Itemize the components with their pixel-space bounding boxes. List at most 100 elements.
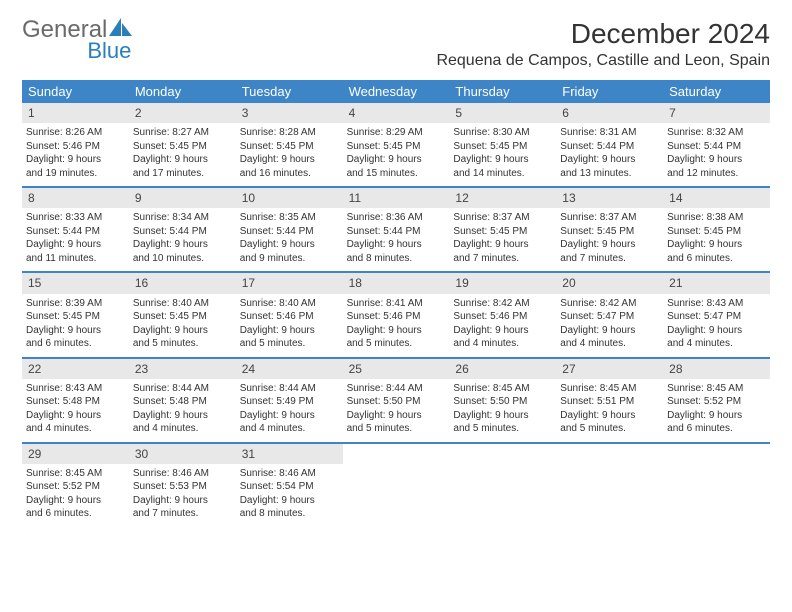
day-number: 17 xyxy=(236,273,343,293)
sunrise-line: Sunrise: 8:45 AM xyxy=(560,382,659,396)
daylight-line-1: Daylight: 9 hours xyxy=(560,409,659,423)
day-cell: 1Sunrise: 8:26 AMSunset: 5:46 PMDaylight… xyxy=(22,103,129,186)
sunrise-line: Sunrise: 8:41 AM xyxy=(347,297,446,311)
daylight-line-1: Daylight: 9 hours xyxy=(240,324,339,338)
week-row: 8Sunrise: 8:33 AMSunset: 5:44 PMDaylight… xyxy=(22,186,770,271)
week-row: 22Sunrise: 8:43 AMSunset: 5:48 PMDayligh… xyxy=(22,357,770,442)
sunset-line: Sunset: 5:50 PM xyxy=(453,395,552,409)
sunrise-line: Sunrise: 8:32 AM xyxy=(667,126,766,140)
day-cell: 26Sunrise: 8:45 AMSunset: 5:50 PMDayligh… xyxy=(449,359,556,442)
sunrise-line: Sunrise: 8:39 AM xyxy=(26,297,125,311)
sunset-line: Sunset: 5:45 PM xyxy=(667,225,766,239)
daylight-line-1: Daylight: 9 hours xyxy=(560,238,659,252)
day-cell: 13Sunrise: 8:37 AMSunset: 5:45 PMDayligh… xyxy=(556,188,663,271)
daylight-line-1: Daylight: 9 hours xyxy=(667,324,766,338)
sunrise-line: Sunrise: 8:27 AM xyxy=(133,126,232,140)
daylight-line-1: Daylight: 9 hours xyxy=(347,153,446,167)
sunrise-line: Sunrise: 8:42 AM xyxy=(453,297,552,311)
sunrise-line: Sunrise: 8:30 AM xyxy=(453,126,552,140)
sunrise-line: Sunrise: 8:31 AM xyxy=(560,126,659,140)
sunset-line: Sunset: 5:46 PM xyxy=(26,140,125,154)
sunset-line: Sunset: 5:53 PM xyxy=(133,480,232,494)
daylight-line-1: Daylight: 9 hours xyxy=(133,324,232,338)
sunset-line: Sunset: 5:52 PM xyxy=(667,395,766,409)
sunrise-line: Sunrise: 8:42 AM xyxy=(560,297,659,311)
day-number: 11 xyxy=(343,188,450,208)
empty-day xyxy=(449,444,556,464)
sunset-line: Sunset: 5:45 PM xyxy=(26,310,125,324)
day-cell: 11 Sunrise: 8:36 AMSunset: 5:44 PMDayligh… xyxy=(343,188,450,271)
daylight-line-1: Daylight: 9 hours xyxy=(347,409,446,423)
sunrise-line: Sunrise: 8:44 AM xyxy=(240,382,339,396)
day-number: 15 xyxy=(22,273,129,293)
sunrise-line: Sunrise: 8:43 AM xyxy=(26,382,125,396)
sunset-line: Sunset: 5:44 PM xyxy=(560,140,659,154)
sunset-line: Sunset: 5:45 PM xyxy=(453,225,552,239)
day-header: Friday xyxy=(556,80,663,103)
daylight-line-2: and 6 minutes. xyxy=(667,422,766,436)
day-headers: SundayMondayTuesdayWednesdayThursdayFrid… xyxy=(22,80,770,103)
sunrise-line: Sunrise: 8:45 AM xyxy=(26,467,125,481)
daylight-line-2: and 4 minutes. xyxy=(453,337,552,351)
day-number: 10 xyxy=(236,188,343,208)
daylight-line-2: and 5 minutes. xyxy=(347,422,446,436)
daylight-line-1: Daylight: 9 hours xyxy=(453,153,552,167)
sunrise-line: Sunrise: 8:45 AM xyxy=(667,382,766,396)
daylight-line-2: and 4 minutes. xyxy=(133,422,232,436)
daylight-line-1: Daylight: 9 hours xyxy=(133,494,232,508)
daylight-line-2: and 7 minutes. xyxy=(453,252,552,266)
weeks-container: 1Sunrise: 8:26 AMSunset: 5:46 PMDaylight… xyxy=(22,103,770,527)
sunset-line: Sunset: 5:45 PM xyxy=(133,310,232,324)
sunset-line: Sunset: 5:44 PM xyxy=(26,225,125,239)
day-number: 27 xyxy=(556,359,663,379)
daylight-line-2: and 9 minutes. xyxy=(240,252,339,266)
daylight-line-2: and 17 minutes. xyxy=(133,167,232,181)
sunset-line: Sunset: 5:44 PM xyxy=(347,225,446,239)
day-cell: 2Sunrise: 8:27 AMSunset: 5:45 PMDaylight… xyxy=(129,103,236,186)
sunset-line: Sunset: 5:47 PM xyxy=(667,310,766,324)
daylight-line-1: Daylight: 9 hours xyxy=(667,409,766,423)
day-number: 24 xyxy=(236,359,343,379)
sunset-line: Sunset: 5:45 PM xyxy=(133,140,232,154)
day-cell xyxy=(663,444,770,527)
day-cell: 4Sunrise: 8:29 AMSunset: 5:45 PMDaylight… xyxy=(343,103,450,186)
sunset-line: Sunset: 5:45 PM xyxy=(453,140,552,154)
sunrise-line: Sunrise: 8:36 AM xyxy=(347,211,446,225)
day-number: 29 xyxy=(22,444,129,464)
sunrise-line: Sunrise: 8:29 AM xyxy=(347,126,446,140)
sunset-line: Sunset: 5:48 PM xyxy=(133,395,232,409)
daylight-line-2: and 6 minutes. xyxy=(26,507,125,521)
daylight-line-2: and 5 minutes. xyxy=(453,422,552,436)
day-cell: 7Sunrise: 8:32 AMSunset: 5:44 PMDaylight… xyxy=(663,103,770,186)
sunrise-line: Sunrise: 8:37 AM xyxy=(453,211,552,225)
logo-text-blue: Blue xyxy=(22,40,133,62)
day-number: 23 xyxy=(129,359,236,379)
logo: GeneralBlue xyxy=(22,18,133,62)
sunset-line: Sunset: 5:45 PM xyxy=(347,140,446,154)
day-cell: 9Sunrise: 8:34 AMSunset: 5:44 PMDaylight… xyxy=(129,188,236,271)
daylight-line-1: Daylight: 9 hours xyxy=(667,238,766,252)
day-header: Tuesday xyxy=(236,80,343,103)
sunset-line: Sunset: 5:44 PM xyxy=(133,225,232,239)
sunrise-line: Sunrise: 8:44 AM xyxy=(133,382,232,396)
daylight-line-2: and 11 minutes. xyxy=(26,252,125,266)
week-row: 29Sunrise: 8:45 AMSunset: 5:52 PMDayligh… xyxy=(22,442,770,527)
day-cell: 14Sunrise: 8:38 AMSunset: 5:45 PMDayligh… xyxy=(663,188,770,271)
header: GeneralBlue December 2024 Requena de Cam… xyxy=(22,18,770,70)
daylight-line-1: Daylight: 9 hours xyxy=(347,238,446,252)
day-number: 9 xyxy=(129,188,236,208)
sunrise-line: Sunrise: 8:43 AM xyxy=(667,297,766,311)
daylight-line-1: Daylight: 9 hours xyxy=(133,153,232,167)
daylight-line-2: and 4 minutes. xyxy=(240,422,339,436)
week-row: 15Sunrise: 8:39 AMSunset: 5:45 PMDayligh… xyxy=(22,271,770,356)
daylight-line-2: and 12 minutes. xyxy=(667,167,766,181)
day-cell: 10Sunrise: 8:35 AMSunset: 5:44 PMDayligh… xyxy=(236,188,343,271)
day-cell: 27Sunrise: 8:45 AMSunset: 5:51 PMDayligh… xyxy=(556,359,663,442)
sunset-line: Sunset: 5:48 PM xyxy=(26,395,125,409)
day-cell: 8Sunrise: 8:33 AMSunset: 5:44 PMDaylight… xyxy=(22,188,129,271)
empty-day xyxy=(556,444,663,464)
empty-day xyxy=(343,444,450,464)
day-cell: 5Sunrise: 8:30 AMSunset: 5:45 PMDaylight… xyxy=(449,103,556,186)
day-number: 3 xyxy=(236,103,343,123)
title-block: December 2024 Requena de Campos, Castill… xyxy=(436,18,770,70)
